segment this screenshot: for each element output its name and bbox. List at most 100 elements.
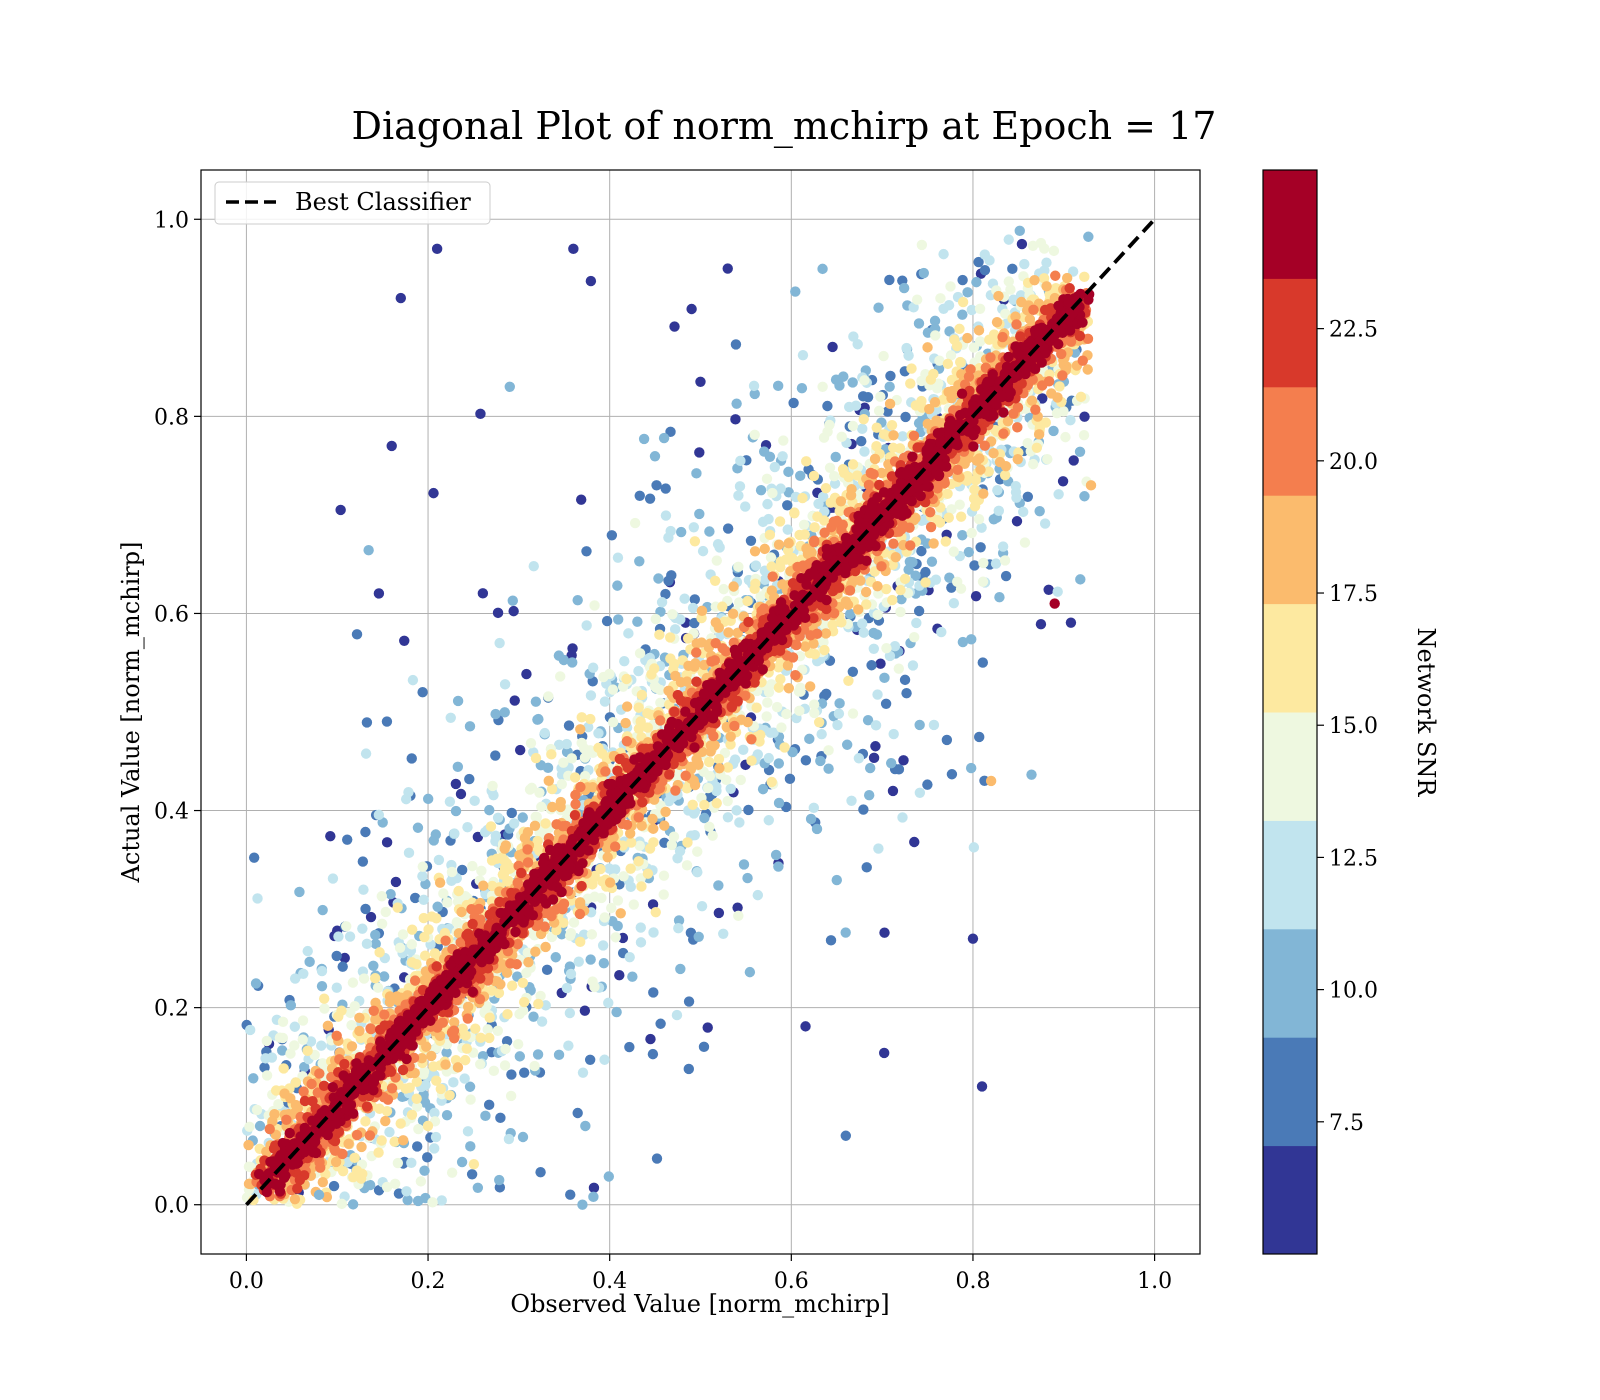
scatter-point bbox=[642, 868, 654, 879]
scatter-point bbox=[1037, 393, 1048, 404]
scatter-point bbox=[689, 536, 701, 547]
scatter-point bbox=[319, 1003, 330, 1014]
scatter-point bbox=[305, 1036, 317, 1047]
scatter-point bbox=[621, 673, 632, 685]
scatter-point bbox=[736, 714, 747, 725]
scatter-point bbox=[627, 971, 638, 982]
scatter-point bbox=[690, 658, 701, 669]
scatter-point bbox=[1079, 271, 1090, 283]
scatter-point bbox=[871, 422, 882, 433]
scatter-point bbox=[713, 753, 725, 765]
scatter-point bbox=[809, 707, 820, 719]
scatter-point bbox=[853, 753, 865, 764]
scatter-point bbox=[847, 459, 859, 470]
scatter-point bbox=[930, 574, 942, 585]
scatter-point bbox=[625, 863, 636, 874]
scatter-point bbox=[1016, 296, 1027, 308]
scatter-point bbox=[1061, 272, 1073, 284]
scatter-point bbox=[444, 796, 456, 807]
scatter-point bbox=[823, 745, 834, 756]
scatter-point bbox=[962, 332, 973, 344]
scatter-point bbox=[733, 561, 744, 573]
scatter-point bbox=[450, 778, 462, 790]
scatter-point bbox=[417, 686, 428, 698]
scatter-point bbox=[491, 853, 503, 864]
scatter-point bbox=[969, 484, 980, 495]
scatter-point bbox=[858, 804, 869, 815]
scatter-point bbox=[757, 783, 769, 795]
scatter-point bbox=[372, 982, 384, 993]
scatter-point bbox=[521, 668, 532, 680]
scatter-point bbox=[783, 537, 794, 549]
scatter-point bbox=[942, 488, 953, 499]
scatter-point bbox=[682, 633, 694, 644]
scatter-point bbox=[351, 1129, 363, 1141]
scatter-point bbox=[957, 636, 969, 648]
scatter-point bbox=[721, 774, 732, 785]
scatter-point bbox=[642, 722, 654, 733]
scatter-point bbox=[355, 1173, 367, 1184]
scatter-point bbox=[671, 1009, 683, 1021]
scatter-point bbox=[648, 987, 659, 998]
scatter-point bbox=[868, 643, 880, 654]
scatter-point bbox=[373, 809, 385, 821]
scatter-point bbox=[493, 987, 505, 999]
scatter-point bbox=[945, 281, 956, 292]
scatter-point bbox=[522, 857, 534, 868]
scatter-point bbox=[777, 451, 788, 462]
scatter-point bbox=[541, 964, 553, 976]
scatter-point bbox=[817, 263, 828, 275]
scatter-point bbox=[429, 1107, 440, 1119]
scatter-point bbox=[703, 756, 715, 768]
scatter-point bbox=[646, 669, 657, 680]
scatter-point bbox=[682, 837, 693, 848]
scatter-point bbox=[713, 907, 725, 919]
scatter-point bbox=[914, 719, 925, 731]
scatter-point bbox=[948, 597, 960, 609]
scatter-point bbox=[248, 1073, 259, 1084]
scatter-point bbox=[916, 375, 927, 387]
scatter-point bbox=[528, 1011, 539, 1022]
scatter-point bbox=[450, 805, 462, 817]
scatter-point bbox=[624, 951, 635, 963]
scatter-point bbox=[691, 468, 702, 479]
scatter-point bbox=[895, 606, 906, 618]
scatter-point bbox=[490, 750, 501, 761]
scatter-point bbox=[746, 755, 757, 766]
scatter-point bbox=[766, 585, 778, 596]
scatter-point bbox=[607, 684, 619, 695]
scatter-point bbox=[898, 282, 910, 294]
scatter-point bbox=[429, 948, 441, 959]
scatter-point bbox=[588, 1191, 599, 1203]
scatter-point bbox=[787, 746, 798, 758]
scatter-point bbox=[563, 1040, 574, 1051]
scatter-point bbox=[769, 461, 780, 473]
scatter-point bbox=[872, 689, 883, 700]
scatter-point bbox=[525, 737, 537, 749]
scatter-point bbox=[813, 717, 825, 728]
scatter-point bbox=[532, 835, 543, 847]
scatter-point bbox=[598, 958, 610, 969]
scatter-point bbox=[977, 576, 989, 587]
scatter-point bbox=[1040, 417, 1052, 428]
scatter-point bbox=[503, 1133, 515, 1145]
scatter-point bbox=[942, 358, 954, 370]
scatter-point bbox=[522, 844, 533, 855]
scatter-point bbox=[817, 381, 828, 392]
scatter-point bbox=[808, 699, 820, 710]
scatter-point bbox=[361, 938, 373, 950]
scatter-point bbox=[702, 782, 714, 794]
scatter-point bbox=[558, 917, 569, 929]
scatter-point bbox=[624, 1041, 635, 1053]
scatter-point bbox=[358, 973, 370, 984]
scatter-point bbox=[660, 483, 671, 494]
scatter-point bbox=[931, 383, 943, 394]
scatter-point bbox=[755, 485, 767, 496]
scatter-point bbox=[411, 1076, 423, 1087]
scatter-point bbox=[499, 707, 510, 718]
scatter-point bbox=[731, 398, 742, 409]
scatter-point bbox=[1035, 618, 1047, 630]
scatter-point bbox=[975, 542, 986, 553]
scatter-point bbox=[743, 804, 754, 816]
scatter-point bbox=[259, 1062, 270, 1073]
